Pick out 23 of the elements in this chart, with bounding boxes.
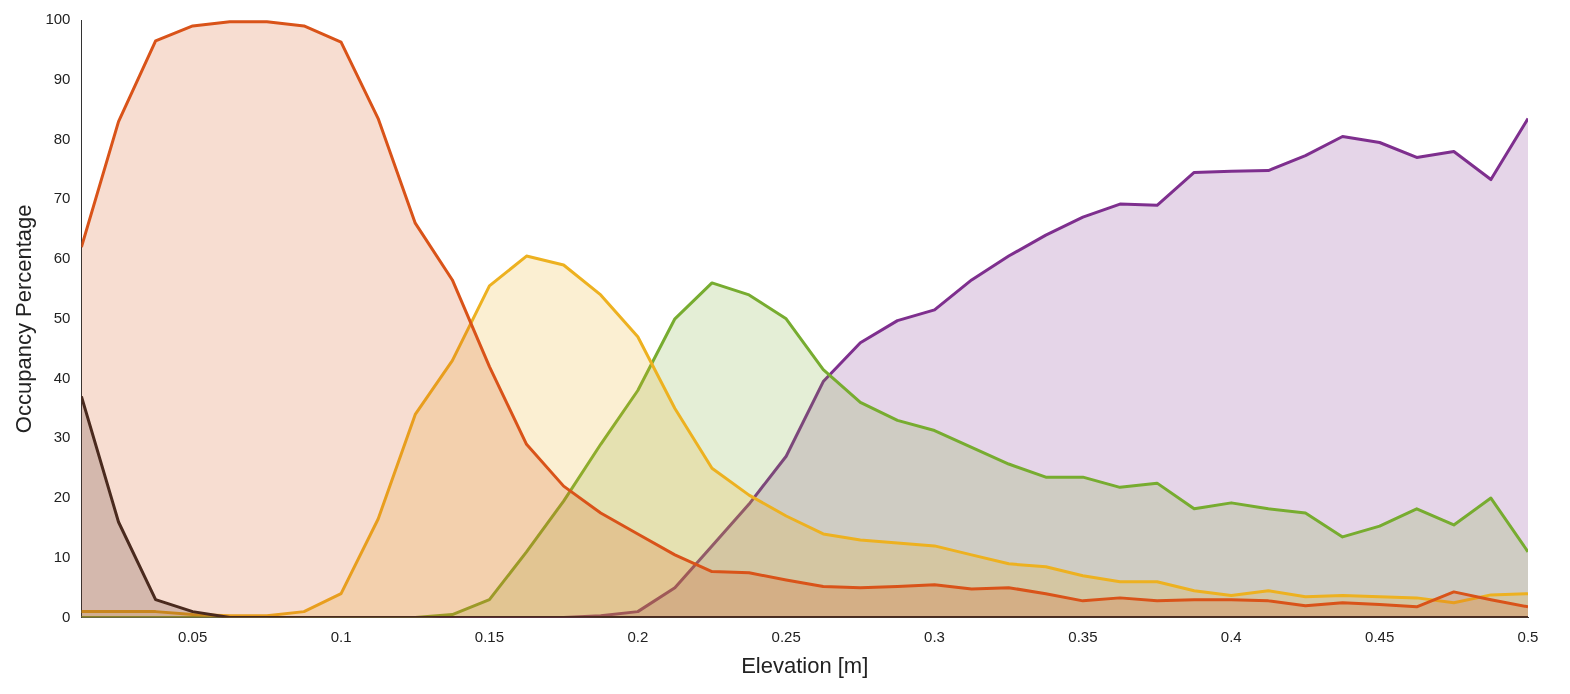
y-tick-label: 20 [53,488,71,506]
y-tick-label: 40 [53,368,71,386]
y-tick-label: 100 [45,10,71,28]
y-axis-title: Occupancy Percentage [11,204,37,434]
x-tick-label: 0.25 [771,627,801,645]
x-tick-label: 0.5 [1517,627,1539,645]
x-tick-label: 0.3 [924,627,945,645]
y-tick-label: 0 [62,607,71,625]
y-tick-label: 30 [53,428,71,446]
y-tick-label: 50 [53,308,71,326]
x-tick-label: 0.4 [1220,627,1242,645]
y-tick-label: 60 [53,249,71,267]
x-axis-title: Elevation [m] [741,652,869,678]
x-tick-label: 0.35 [1068,627,1098,645]
x-tick-label: 0.1 [330,627,352,645]
y-tick-label: 80 [53,129,71,147]
x-tick-label: 0.45 [1365,627,1395,645]
y-tick-label: 90 [53,69,71,87]
x-tick-label: 0.15 [474,627,505,645]
y-tick-label: 10 [53,547,71,565]
x-tick-label: 0.2 [627,627,649,645]
x-tick-label: 0.05 [178,627,208,645]
y-tick-label: 70 [53,189,71,207]
